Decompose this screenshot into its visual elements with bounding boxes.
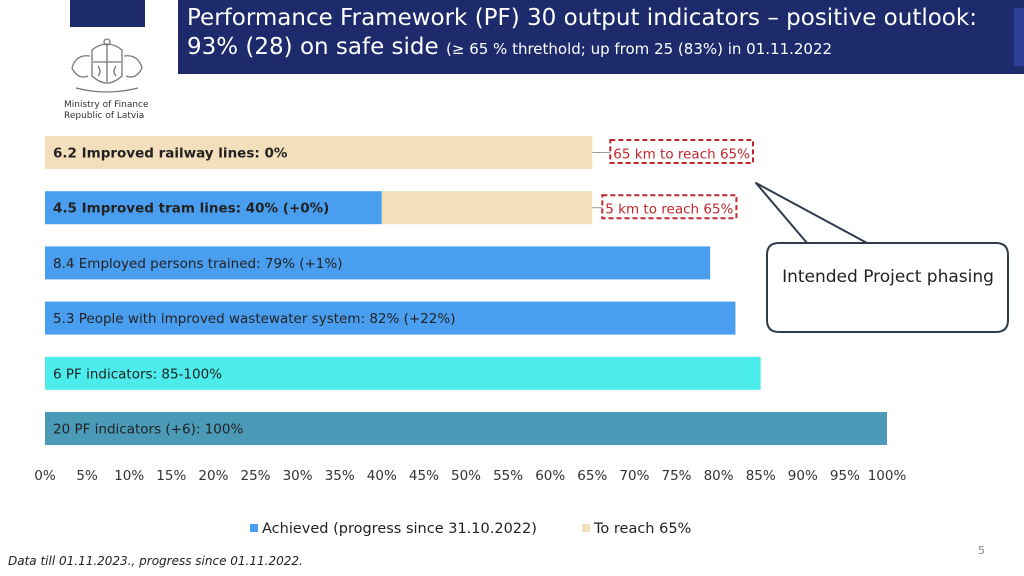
bar-label: 4.5 Improved tram lines: 40% (+0%) bbox=[53, 201, 329, 217]
x-tick-label: 55% bbox=[493, 468, 523, 484]
x-tick-label: 10% bbox=[114, 468, 144, 484]
x-tick-label: 35% bbox=[325, 468, 355, 484]
callout-text: Intended Project phasing bbox=[782, 267, 994, 287]
annotation-label: 65 km to reach 65% bbox=[613, 147, 750, 163]
x-tick-label: 50% bbox=[451, 468, 481, 484]
title-accent bbox=[1014, 8, 1024, 66]
x-tick-label: 100% bbox=[868, 468, 907, 484]
ministry-name: Ministry of Finance Republic of Latvia bbox=[64, 100, 174, 122]
x-tick-label: 85% bbox=[746, 468, 776, 484]
slide-title: Performance Framework (PF) 30 output ind… bbox=[187, 5, 977, 31]
page-number: 5 bbox=[978, 544, 985, 557]
legend-label: Achieved (progress since 31.10.2022) bbox=[262, 521, 537, 537]
ministry-line1: Ministry of Finance bbox=[64, 100, 149, 110]
x-tick-label: 0% bbox=[34, 468, 56, 484]
bar-label: 6 PF indicators: 85-100% bbox=[53, 366, 222, 382]
legend-label: To reach 65% bbox=[593, 521, 691, 537]
bar-achieved bbox=[45, 356, 761, 390]
ministry-line2: Republic of Latvia bbox=[64, 111, 145, 121]
x-tick-label: 60% bbox=[535, 468, 565, 484]
bar-label: 20 PF indicators (+6): 100% bbox=[53, 422, 243, 438]
footer-note: Data till 01.11.2023., progress since 01… bbox=[8, 554, 303, 568]
x-tick-label: 65% bbox=[577, 468, 607, 484]
bar-to-reach bbox=[381, 191, 593, 225]
bar-achieved bbox=[45, 246, 711, 280]
x-tick-label: 30% bbox=[283, 468, 313, 484]
legend-swatch bbox=[582, 524, 590, 532]
x-tick-label: 75% bbox=[661, 468, 691, 484]
x-tick-label: 15% bbox=[156, 468, 186, 484]
annotation-label: 5 km to reach 65% bbox=[605, 202, 733, 218]
bar-label: 5.3 People with improved wastewater syst… bbox=[53, 311, 455, 327]
logo-bar bbox=[70, 0, 145, 27]
legend-swatch bbox=[250, 524, 258, 532]
x-tick-label: 40% bbox=[367, 468, 397, 484]
bar-achieved bbox=[45, 191, 382, 225]
x-tick-label: 20% bbox=[198, 468, 228, 484]
bar-achieved bbox=[45, 301, 736, 335]
x-tick-label: 90% bbox=[788, 468, 818, 484]
x-tick-label: 25% bbox=[240, 468, 270, 484]
x-tick-label: 95% bbox=[830, 468, 860, 484]
slide-subtitle: 93% (28) on safe side (≥ 65 % threthold;… bbox=[187, 33, 1024, 64]
subtitle-note: (≥ 65 % threthold; up from 25 (83%) in 0… bbox=[446, 40, 833, 58]
title-banner: Performance Framework (PF) 30 output ind… bbox=[178, 0, 1024, 74]
x-tick-label: 80% bbox=[704, 468, 734, 484]
annotation-box bbox=[601, 194, 738, 220]
bar-label: 6.2 Improved railway lines: 0% bbox=[53, 146, 288, 162]
bar-achieved bbox=[45, 412, 887, 445]
subtitle-main: 93% (28) on safe side bbox=[187, 34, 439, 60]
bar-label: 8.4 Employed persons trained: 79% (+1%) bbox=[53, 256, 342, 272]
callout-bubble bbox=[754, 182, 1009, 333]
x-tick-label: 70% bbox=[619, 468, 649, 484]
x-tick-label: 45% bbox=[409, 468, 439, 484]
x-tick-label: 5% bbox=[76, 468, 98, 484]
annotation-box bbox=[609, 139, 754, 164]
coat-of-arms-icon bbox=[71, 38, 143, 93]
bar-to-reach bbox=[45, 136, 593, 169]
